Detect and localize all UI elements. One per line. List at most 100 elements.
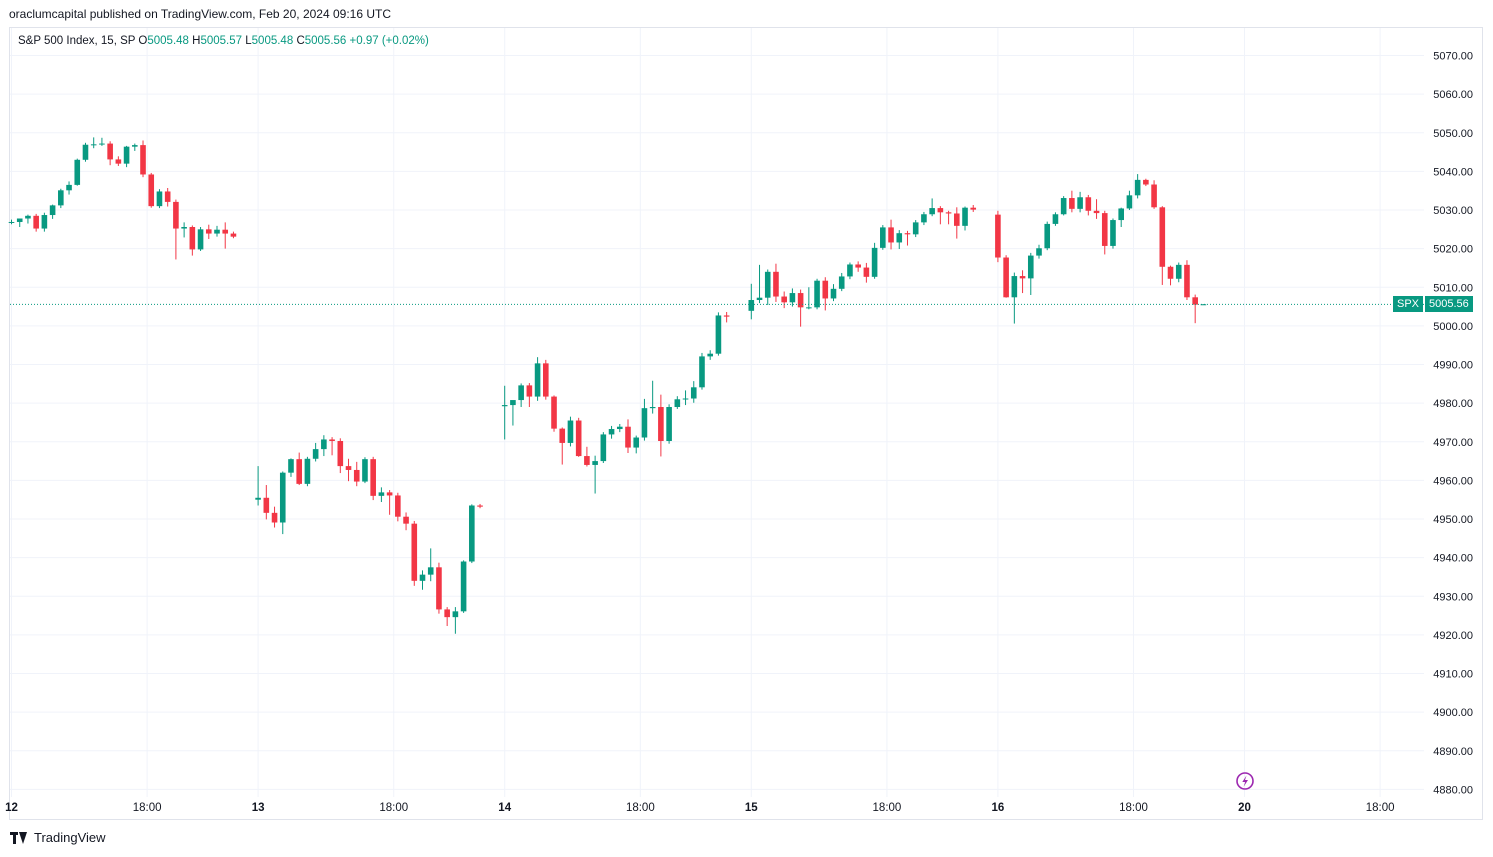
candle	[469, 504, 475, 564]
candle-body	[58, 190, 64, 206]
lightning-icon[interactable]	[1236, 772, 1254, 790]
symbol-name[interactable]: S&P 500 Index, 15, SP	[18, 35, 136, 47]
candle-body	[723, 315, 730, 317]
candle-body	[49, 205, 56, 216]
candle	[912, 220, 919, 238]
candle-body	[592, 461, 598, 465]
price-tick-label: 4950.00	[1433, 514, 1473, 526]
candle-body	[863, 267, 870, 277]
candle	[378, 487, 385, 503]
candle-body	[584, 456, 590, 465]
candle-body	[403, 516, 409, 524]
candle-body	[378, 492, 385, 496]
candle	[222, 222, 229, 249]
candle-body	[222, 229, 229, 234]
candle-body	[1011, 276, 1018, 298]
price-tick-label: 5070.00	[1433, 51, 1473, 63]
candle-body	[871, 247, 878, 277]
candle	[1085, 194, 1092, 216]
candle	[197, 227, 204, 251]
close-value: 5005.56	[304, 35, 347, 47]
candle	[962, 206, 968, 231]
candle	[304, 456, 311, 487]
candle	[1126, 190, 1133, 211]
candle	[1143, 178, 1149, 187]
price-tick-label: 5020.00	[1433, 244, 1473, 256]
candle	[1134, 174, 1141, 199]
time-tick-label: 20	[1238, 802, 1251, 814]
candle-body	[1192, 297, 1198, 305]
candle	[674, 396, 681, 409]
candle	[41, 212, 48, 232]
candle-body	[33, 215, 39, 229]
candle	[362, 457, 368, 484]
candle	[255, 466, 261, 506]
time-tick-label: 18:00	[1119, 802, 1148, 814]
candle-body	[164, 191, 171, 202]
candle	[90, 137, 97, 149]
candle	[871, 242, 878, 279]
candle-body	[855, 264, 861, 268]
time-tick-label: 18:00	[133, 802, 162, 814]
candle-body	[896, 233, 903, 243]
candle-body	[690, 387, 697, 399]
price-tick-label: 5050.00	[1433, 128, 1473, 140]
candle-body	[534, 363, 541, 397]
time-tick-label: 18:00	[379, 802, 408, 814]
time-tick-label: 14	[498, 802, 511, 814]
candle	[641, 398, 648, 441]
candle-body	[838, 276, 845, 289]
candle	[1027, 252, 1034, 295]
candle	[386, 490, 393, 515]
candle-body	[230, 233, 237, 237]
candle-body	[304, 458, 311, 484]
price-tick-label: 5060.00	[1433, 89, 1473, 101]
candle	[608, 425, 615, 439]
candle-body	[8, 221, 15, 223]
price-tick-label: 4920.00	[1433, 630, 1473, 642]
low-label: L	[245, 35, 252, 47]
candle	[715, 312, 722, 356]
candle-body	[789, 293, 796, 303]
candle	[1175, 262, 1182, 283]
footer-brand[interactable]: TradingView	[10, 830, 106, 845]
candle-body	[1184, 264, 1190, 298]
candle	[444, 607, 450, 627]
tradingview-logo-icon	[10, 831, 28, 844]
candle	[279, 471, 286, 535]
candle-body	[288, 459, 294, 473]
candle	[156, 189, 163, 209]
price-tick-label: 4900.00	[1433, 707, 1473, 719]
symbol-legend[interactable]: S&P 500 Index, 15, SP O5005.48 H5005.57 …	[18, 35, 429, 47]
candle-body	[312, 449, 319, 459]
candle-body	[140, 145, 146, 175]
candle-body	[66, 184, 72, 191]
price-tick-label: 4910.00	[1433, 669, 1473, 681]
candle-body	[773, 271, 779, 297]
candle	[723, 311, 730, 323]
candle	[263, 485, 270, 520]
candle-body	[411, 523, 418, 581]
chart-pane[interactable]	[9, 27, 1483, 820]
candle-body	[847, 264, 853, 277]
candle	[1118, 207, 1124, 228]
candle-body	[279, 472, 286, 523]
candle-body	[469, 505, 475, 562]
time-tick-label: 12	[5, 802, 18, 814]
candle	[181, 222, 187, 238]
candle	[25, 214, 31, 224]
candle	[395, 492, 401, 522]
candle	[658, 394, 664, 457]
candle	[863, 262, 870, 283]
candle-body	[1077, 197, 1083, 209]
grid-lines	[10, 28, 1424, 797]
candle-body	[600, 434, 607, 462]
candle	[625, 419, 631, 453]
candle-body	[115, 159, 122, 164]
candle	[773, 263, 779, 302]
candle-body	[707, 353, 713, 357]
candle	[321, 435, 327, 457]
candle-body	[345, 466, 352, 470]
candle	[345, 458, 352, 482]
